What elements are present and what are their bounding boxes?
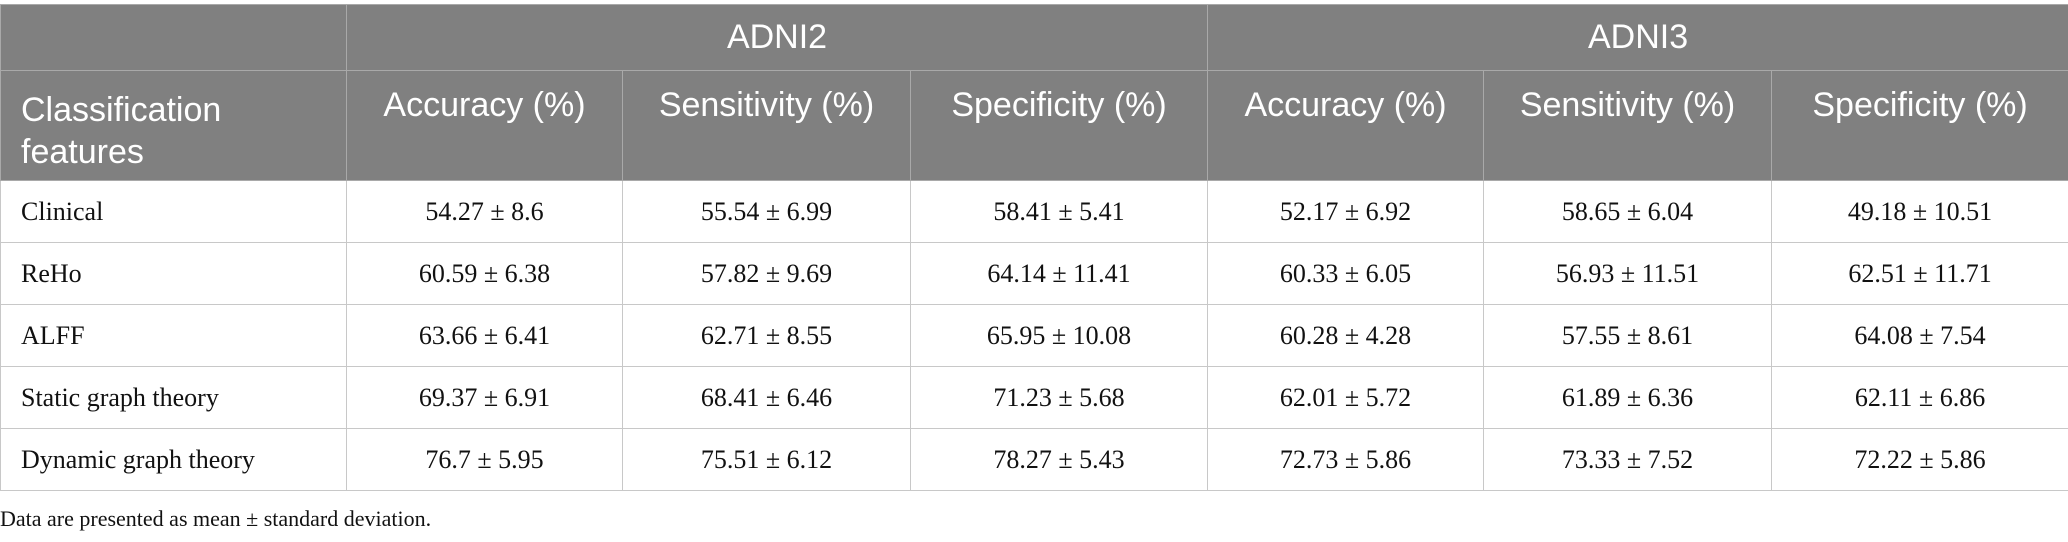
value-cell: 52.17 ± 6.92 [1207, 180, 1485, 243]
value-cell: 54.27 ± 8.6 [346, 180, 623, 243]
value-cell: 72.22 ± 5.86 [1771, 428, 2068, 491]
value-cell: 55.54 ± 6.99 [622, 180, 911, 243]
value-cell: 58.65 ± 6.04 [1483, 180, 1773, 243]
value-cell: 64.08 ± 7.54 [1771, 304, 2068, 367]
metric-header-adni2-sensitivity: Sensitivity (%) [622, 70, 911, 181]
value-cell: 64.14 ± 11.41 [909, 242, 1209, 305]
feature-column-header: Classification features [0, 70, 347, 181]
value-cell: 62.51 ± 11.71 [1771, 242, 2068, 305]
group-header-row: ADNI2 ADNI3 [0, 4, 2068, 71]
value-cell: 56.93 ± 11.51 [1483, 242, 1773, 305]
value-cell: 58.41 ± 5.41 [909, 180, 1209, 243]
metric-header-adni3-sensitivity: Sensitivity (%) [1483, 70, 1773, 181]
value-cell: 60.33 ± 6.05 [1207, 242, 1485, 305]
corner-cell [0, 4, 347, 71]
value-cell: 57.55 ± 8.61 [1483, 304, 1773, 367]
value-cell: 62.71 ± 8.55 [622, 304, 911, 367]
metric-header-adni2-accuracy: Accuracy (%) [346, 70, 623, 181]
value-cell: 60.28 ± 4.28 [1207, 304, 1485, 367]
group-header-adni2: ADNI2 [345, 4, 1209, 71]
value-cell: 62.11 ± 6.86 [1771, 366, 2068, 429]
value-cell: 75.51 ± 6.12 [622, 428, 911, 491]
feature-cell: Static graph theory [0, 366, 347, 429]
feature-cell: Clinical [0, 180, 347, 243]
feature-cell: ALFF [0, 304, 347, 367]
group-header-adni3: ADNI3 [1207, 4, 2068, 71]
metric-header-adni3-specificity: Specificity (%) [1771, 70, 2068, 181]
table-row: Clinical 54.27 ± 8.6 55.54 ± 6.99 58.41 … [0, 180, 2068, 243]
results-table-container: ADNI2 ADNI3 Classification features Accu… [0, 4, 2068, 491]
value-cell: 57.82 ± 9.69 [622, 242, 911, 305]
results-table: ADNI2 ADNI3 Classification features Accu… [0, 4, 2068, 491]
value-cell: 76.7 ± 5.95 [346, 428, 623, 491]
table-row: ReHo 60.59 ± 6.38 57.82 ± 9.69 64.14 ± 1… [0, 242, 2068, 305]
value-cell: 63.66 ± 6.41 [346, 304, 623, 367]
value-cell: 71.23 ± 5.68 [909, 366, 1209, 429]
feature-cell: ReHo [0, 242, 347, 305]
metric-header-row: Classification features Accuracy (%) Sen… [0, 70, 2068, 181]
metric-header-adni2-specificity: Specificity (%) [909, 70, 1209, 181]
table-row: Static graph theory 69.37 ± 6.91 68.41 ±… [0, 366, 2068, 429]
value-cell: 78.27 ± 5.43 [909, 428, 1209, 491]
value-cell: 61.89 ± 6.36 [1483, 366, 1773, 429]
value-cell: 69.37 ± 6.91 [346, 366, 623, 429]
metric-header-adni3-accuracy: Accuracy (%) [1207, 70, 1485, 181]
value-cell: 73.33 ± 7.52 [1483, 428, 1773, 491]
value-cell: 60.59 ± 6.38 [346, 242, 623, 305]
table-footnote: Data are presented as mean ± standard de… [0, 506, 432, 531]
table-row: ALFF 63.66 ± 6.41 62.71 ± 8.55 65.95 ± 1… [0, 304, 2068, 367]
value-cell: 62.01 ± 5.72 [1207, 366, 1485, 429]
feature-cell: Dynamic graph theory [0, 428, 347, 491]
table-row: Dynamic graph theory 76.7 ± 5.95 75.51 ±… [0, 428, 2068, 491]
value-cell: 72.73 ± 5.86 [1207, 428, 1485, 491]
value-cell: 65.95 ± 10.08 [909, 304, 1209, 367]
value-cell: 68.41 ± 6.46 [622, 366, 911, 429]
value-cell: 49.18 ± 10.51 [1771, 180, 2068, 243]
